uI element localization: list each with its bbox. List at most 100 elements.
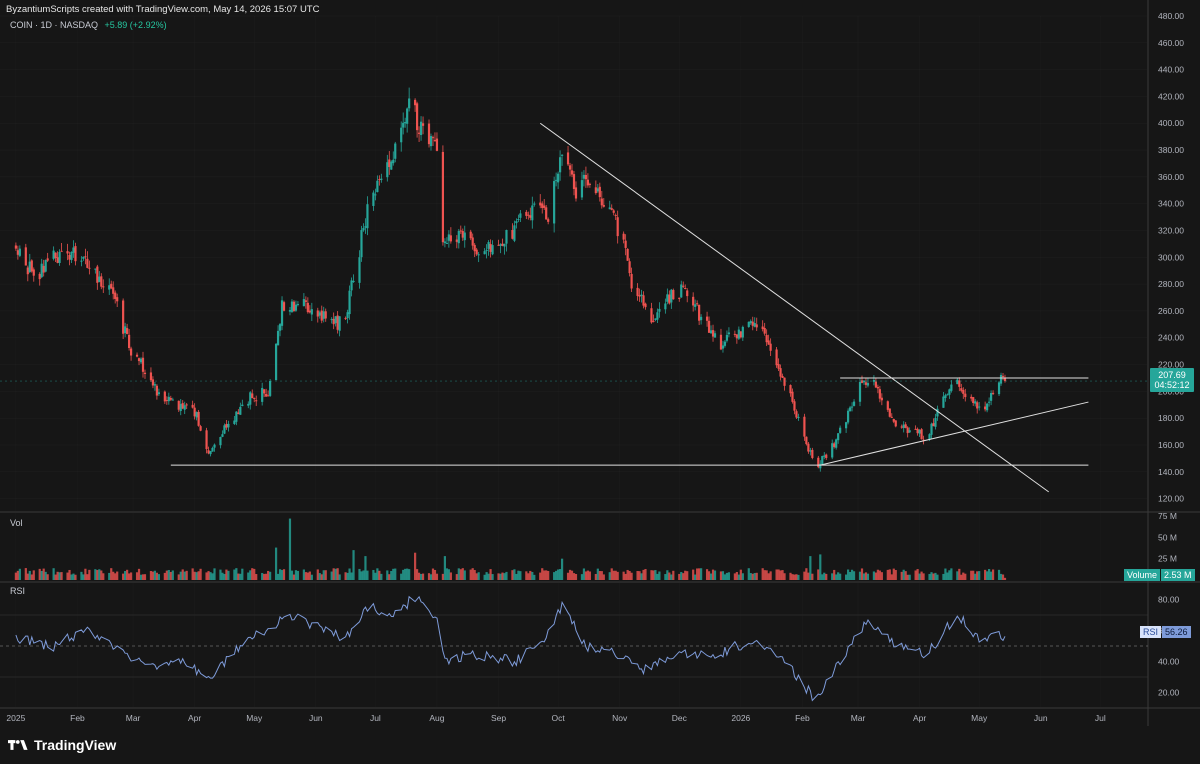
volume-bar [672, 570, 675, 580]
volume-bar [209, 572, 212, 580]
volume-bar [696, 568, 699, 580]
candle-body [372, 192, 375, 206]
volume-bar [473, 570, 476, 580]
volume-bar [584, 571, 588, 580]
candle-body [767, 340, 770, 345]
volume-bar [82, 574, 85, 580]
volume-bar [320, 574, 323, 580]
candle-body [209, 451, 212, 455]
candle-body [733, 333, 736, 335]
candle-body [499, 244, 502, 246]
volume-bar [541, 568, 544, 580]
volume-bar [129, 572, 133, 580]
candle-body [16, 250, 19, 255]
candle-body [497, 244, 500, 246]
volume-bar [239, 573, 242, 580]
volume-bar [1003, 577, 1007, 580]
candle-body [642, 295, 645, 306]
candle-body [346, 312, 349, 319]
candle-body [638, 295, 641, 297]
candle-body [163, 391, 166, 402]
candle-body [70, 251, 73, 261]
candle-body [692, 296, 695, 306]
volume-bar [888, 569, 891, 580]
volume-bar [16, 570, 19, 580]
volume-bar [656, 573, 659, 580]
candle-body [44, 260, 47, 272]
candle-body [274, 343, 278, 381]
candle-body [539, 202, 542, 206]
candle-body [602, 204, 605, 207]
volume-bar [322, 570, 325, 580]
volume-bar [292, 574, 296, 580]
candle-body [833, 443, 836, 447]
volume-bar [400, 573, 403, 580]
volume-bar [366, 570, 369, 580]
candle-body [392, 159, 395, 164]
volume-bar [60, 572, 63, 580]
tradingview-brand: TradingView [8, 737, 116, 753]
candle-body [580, 180, 584, 198]
candle-body [157, 392, 160, 395]
candle-body [684, 288, 687, 290]
volume-bar [38, 568, 41, 580]
volume-bar [171, 570, 174, 580]
volume-bar [332, 568, 335, 580]
volume-bar [566, 572, 570, 580]
volume-bar [88, 569, 91, 580]
price-tick-label: 260.00 [1158, 306, 1184, 316]
volume-bar [338, 574, 341, 580]
candle-body [588, 183, 591, 185]
candle-body [441, 151, 445, 243]
volume-bar [288, 518, 292, 580]
candle-body [570, 170, 574, 175]
volume-bar [225, 569, 228, 580]
candle-body [517, 219, 520, 221]
candle-body [991, 392, 995, 394]
candle-body [765, 335, 768, 343]
volume-bar [821, 574, 824, 580]
volume-bar [278, 569, 282, 580]
volume-bar [42, 568, 45, 580]
candle-body [483, 251, 486, 255]
candle-body [137, 358, 141, 362]
volume-bar [40, 570, 43, 580]
volume-bar [505, 571, 508, 580]
candle-body [555, 179, 558, 181]
volume-bar [654, 570, 657, 580]
volume-bar [700, 568, 703, 580]
volume-bar [211, 573, 214, 580]
candle-body [294, 304, 298, 311]
candle-body [388, 159, 391, 168]
volume-bar [872, 571, 876, 580]
candle-body [237, 412, 240, 414]
volume-bar [513, 569, 516, 580]
candle-body [866, 383, 870, 386]
volume-bar [864, 572, 868, 580]
candle-body [582, 174, 586, 179]
volume-bar [74, 574, 77, 580]
candle-body [946, 394, 949, 396]
candle-body [584, 174, 588, 180]
candle-body [636, 287, 639, 296]
volume-bar [497, 573, 500, 580]
price-tick-label: 300.00 [1158, 252, 1184, 262]
volume-bar [290, 570, 294, 580]
volume-bar [296, 570, 300, 580]
volume-bar [886, 569, 889, 580]
candle-body [501, 243, 504, 246]
candle-body [334, 316, 337, 324]
candle-body [447, 234, 450, 241]
price-tick-label: 340.00 [1158, 199, 1184, 209]
candle-body [108, 285, 111, 290]
volume-bar [644, 569, 647, 580]
candle-body [837, 433, 840, 441]
volume-bar [344, 572, 347, 580]
volume-bar [406, 568, 409, 580]
volume-bar [274, 547, 278, 580]
candle-body [38, 273, 41, 280]
candle-body [900, 426, 903, 428]
volume-bar [14, 572, 17, 580]
candle-body [572, 174, 576, 190]
